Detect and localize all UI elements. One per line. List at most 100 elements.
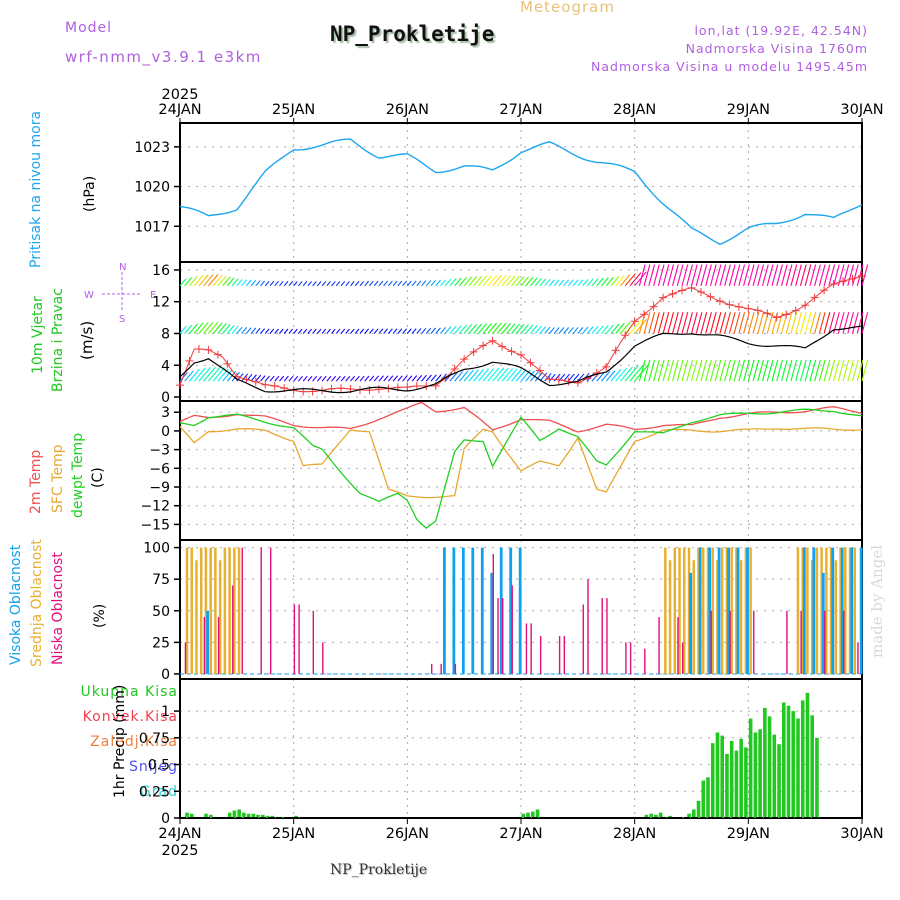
low-cloud-bar [232,585,234,674]
gust-marker [687,283,696,292]
wind-arrow [340,328,346,334]
wind-arrow [297,328,303,334]
mid-cloud-bar [725,547,729,674]
mid-cloud-bar [701,547,705,674]
gust-marker [782,310,791,319]
wind-arrow [335,375,341,382]
y-tick-label: −6 [149,461,170,477]
wind-arrow [501,275,511,287]
wind-arrow [222,324,231,334]
wind-arrow [468,276,478,287]
wind-arrow [525,277,534,287]
wind-arrow [766,264,774,286]
chart-title: NP_Prokletije [330,22,495,46]
wind-arrow [473,275,483,287]
gust-marker [374,385,383,394]
wind-arrow [724,359,731,382]
wind-arrow [444,278,452,287]
wind-arrow [567,279,574,287]
precip-bar [668,815,672,818]
gust-marker [573,378,582,387]
wind-arrow [643,359,651,382]
y-tick-label: 25 [152,635,170,651]
precip-bar [781,702,786,818]
low-cloud-bar [269,547,272,674]
high-cloud-bar [708,547,712,674]
wind-arrow [515,323,525,334]
gust-marker [176,381,184,390]
wind-arrow [416,280,422,287]
gust-marker [829,279,838,288]
mid-cloud-bar [668,560,672,674]
mid-cloud-bar [806,547,809,674]
wind-arrow [776,312,783,334]
mid-cloud-bar [829,547,833,674]
gust-marker [185,356,194,365]
panel-2-grid: −15 −12 −9 −6 −3 0 3 [140,401,862,540]
wind-arrow [236,279,243,287]
high-cloud-bar [812,547,816,674]
wind-arrow [563,327,570,334]
wind-arrow [189,275,198,287]
wind-arrow [572,373,580,382]
wind-arrow [785,312,793,334]
wind-arrow [492,322,502,334]
wind-arrow [620,366,633,382]
mid-cloud-bar [706,547,710,674]
wind-arrow [463,369,474,382]
wind-arrow [435,327,441,334]
low-cloud-bar [558,636,561,674]
gust-marker [403,383,412,392]
wind-arrow [326,281,331,287]
precip-bar [715,732,720,818]
legend-freezing-rain: Zaledj.Kisa [90,734,178,750]
wind-arrow [477,275,488,287]
wind-arrow [676,312,684,334]
gust-marker [630,317,639,326]
precip-bar [270,815,275,818]
wind-arrow [369,280,374,287]
x-date-label-top: 24JAN [158,102,201,118]
wind-arrow [776,359,783,382]
wind-arrow [601,325,609,334]
wind-arrow [193,322,204,334]
wind-arrow [582,278,589,287]
high-cloud-bar [727,547,730,674]
mid-cloud-bar [687,547,691,674]
wind-arrow [724,264,731,286]
gust-marker [498,342,507,351]
precip-bar [535,809,540,818]
gust-marker [763,309,772,318]
wind-arrow [430,374,437,382]
wind-arrow [269,375,275,382]
wind-arrow [241,279,248,287]
wind-arrow [700,312,708,334]
wind-arrow [501,368,514,382]
panel-4-grid: 0 0.25 0.5 0.75 1 [139,679,862,827]
wind-arrow [629,320,642,334]
wind-arrow [241,327,248,334]
wind-arrow [264,328,270,334]
wind-arrow [425,327,432,334]
wind-arrow [548,279,555,287]
wind-arrow [738,359,746,382]
wind-arrow [449,278,457,287]
wind-arrow [733,312,741,334]
wind-arrow [667,359,675,382]
legend-total-rain: Ukupna Kisa [80,684,178,700]
wind-arrow [369,328,374,334]
year-label-top: 2025 [162,87,199,103]
x-date-label-top: 26JAN [386,102,429,118]
gust-marker [753,306,762,315]
wind-arrow [515,276,525,287]
wind-arrow [662,359,670,382]
wind-arrow [397,375,403,382]
wind-arrow [226,277,235,287]
y-tick-label: 0 [161,811,170,827]
y-tick-label: 0 [161,667,170,683]
low-cloud-bar [203,617,206,674]
y-tick-label: 3 [161,405,170,421]
wind-arrow [482,323,492,334]
precip-bar [294,815,298,818]
x-date-label-top: 25JAN [272,102,315,118]
